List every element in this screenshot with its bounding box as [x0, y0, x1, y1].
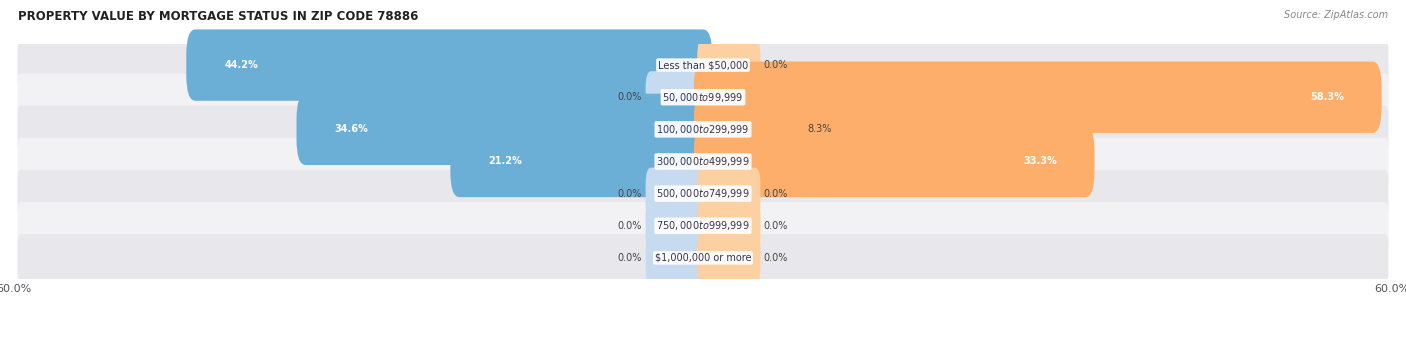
FancyBboxPatch shape — [645, 200, 709, 252]
FancyBboxPatch shape — [645, 232, 709, 284]
FancyBboxPatch shape — [697, 200, 761, 252]
FancyBboxPatch shape — [645, 71, 709, 123]
FancyBboxPatch shape — [17, 106, 1389, 153]
Text: 0.0%: 0.0% — [763, 221, 789, 231]
Text: 0.0%: 0.0% — [617, 92, 643, 102]
FancyBboxPatch shape — [645, 168, 709, 220]
Text: $1,000,000 or more: $1,000,000 or more — [655, 253, 751, 263]
FancyBboxPatch shape — [186, 30, 713, 101]
Text: 0.0%: 0.0% — [763, 189, 789, 199]
FancyBboxPatch shape — [693, 62, 1382, 133]
FancyBboxPatch shape — [17, 170, 1389, 217]
FancyBboxPatch shape — [17, 41, 1389, 89]
FancyBboxPatch shape — [17, 138, 1389, 185]
Text: $500,000 to $749,999: $500,000 to $749,999 — [657, 187, 749, 200]
Text: 0.0%: 0.0% — [763, 60, 789, 70]
Text: $750,000 to $999,999: $750,000 to $999,999 — [657, 219, 749, 232]
Text: 21.2%: 21.2% — [488, 156, 522, 167]
FancyBboxPatch shape — [697, 232, 761, 284]
Text: 44.2%: 44.2% — [224, 60, 257, 70]
FancyBboxPatch shape — [450, 126, 713, 197]
FancyBboxPatch shape — [17, 202, 1389, 250]
Text: 0.0%: 0.0% — [617, 253, 643, 263]
FancyBboxPatch shape — [697, 39, 761, 91]
Text: 0.0%: 0.0% — [617, 189, 643, 199]
Text: Less than $50,000: Less than $50,000 — [658, 60, 748, 70]
Text: 8.3%: 8.3% — [807, 124, 832, 134]
Text: PROPERTY VALUE BY MORTGAGE STATUS IN ZIP CODE 78886: PROPERTY VALUE BY MORTGAGE STATUS IN ZIP… — [18, 10, 419, 23]
FancyBboxPatch shape — [693, 126, 1094, 197]
Text: Source: ZipAtlas.com: Source: ZipAtlas.com — [1284, 10, 1388, 20]
Text: $100,000 to $299,999: $100,000 to $299,999 — [657, 123, 749, 136]
FancyBboxPatch shape — [297, 94, 713, 165]
Text: 0.0%: 0.0% — [763, 253, 789, 263]
Text: 58.3%: 58.3% — [1310, 92, 1344, 102]
Text: $300,000 to $499,999: $300,000 to $499,999 — [657, 155, 749, 168]
Text: 0.0%: 0.0% — [617, 221, 643, 231]
FancyBboxPatch shape — [697, 168, 761, 220]
FancyBboxPatch shape — [693, 94, 807, 165]
Text: 34.6%: 34.6% — [335, 124, 368, 134]
Text: $50,000 to $99,999: $50,000 to $99,999 — [662, 91, 744, 104]
FancyBboxPatch shape — [17, 73, 1389, 121]
FancyBboxPatch shape — [17, 234, 1389, 282]
Text: 33.3%: 33.3% — [1024, 156, 1057, 167]
